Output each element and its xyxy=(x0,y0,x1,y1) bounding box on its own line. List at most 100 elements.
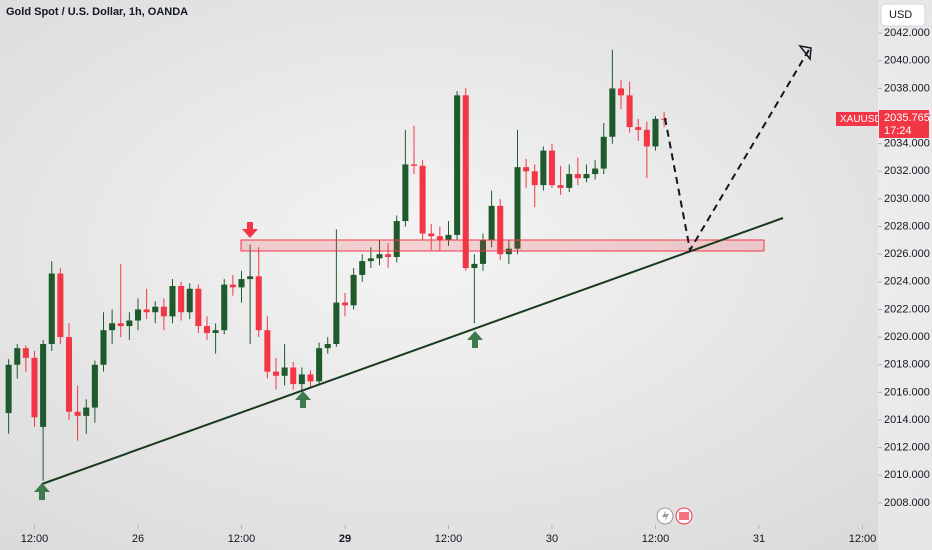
candle-body xyxy=(600,136,607,169)
y-tick-label: 2026.000 xyxy=(884,248,930,260)
candle-body xyxy=(428,233,435,237)
candle-body xyxy=(117,323,124,327)
candle-body xyxy=(100,330,107,365)
candle-body xyxy=(557,185,564,188)
resistance-zone xyxy=(240,239,765,252)
candle-body xyxy=(134,309,142,321)
candle-body xyxy=(609,88,616,137)
candle-body xyxy=(178,285,185,313)
candle-body xyxy=(367,258,374,262)
candle-body xyxy=(281,367,288,376)
candle-body xyxy=(548,150,556,186)
y-tick-label: 2016.000 xyxy=(884,386,930,398)
candle-body xyxy=(436,236,443,241)
candle-body xyxy=(316,348,323,382)
symbol-tag xyxy=(836,112,878,126)
up-arrow xyxy=(295,391,311,408)
candle-body xyxy=(229,284,236,288)
projection-arrow-head xyxy=(798,44,812,61)
candle-body xyxy=(195,288,202,327)
candle-body xyxy=(419,165,426,234)
candle-body xyxy=(290,367,297,385)
x-tick-label: 29 xyxy=(339,533,351,545)
last-price-marker: XAUUSD 2035.765 17:24 xyxy=(836,110,930,138)
candle-body xyxy=(74,411,81,416)
symbol-label: XAUUSD xyxy=(840,114,882,125)
y-tick-label: 2038.000 xyxy=(884,82,930,94)
up-arrow xyxy=(34,483,50,500)
flag-icon-fill xyxy=(679,512,689,520)
candle-body xyxy=(14,348,21,365)
candle-body xyxy=(255,276,262,331)
candle-body xyxy=(143,309,150,313)
candle-body xyxy=(359,261,366,275)
trend-line xyxy=(41,217,784,485)
currency-button[interactable] xyxy=(880,3,926,27)
candle-body xyxy=(5,364,12,414)
candle-body xyxy=(272,371,280,376)
candle-body xyxy=(617,88,625,96)
chart-title: Gold Spot / U.S. Dollar, 1h, OANDA xyxy=(6,6,188,18)
candle-body xyxy=(454,95,461,235)
candle-body xyxy=(402,164,409,222)
candle-body xyxy=(574,174,581,179)
candle-body xyxy=(264,330,271,372)
y-tick-label: 2042.000 xyxy=(884,27,930,39)
candle-body xyxy=(212,330,219,333)
candle-body xyxy=(652,118,659,147)
y-tick-label: 2032.000 xyxy=(884,165,930,177)
candle-body xyxy=(635,127,642,130)
candle-body xyxy=(91,364,98,408)
candle-body xyxy=(333,302,340,345)
candle-body xyxy=(203,326,211,333)
x-tick-label: 12:00 xyxy=(228,533,256,545)
x-tick-label: 30 xyxy=(546,533,558,545)
lightning-icon xyxy=(662,510,669,522)
candle-body xyxy=(169,285,176,317)
candle-body xyxy=(592,168,599,175)
candle-body xyxy=(65,337,73,412)
candle-body xyxy=(350,274,357,306)
drawings xyxy=(34,44,812,500)
candle-body xyxy=(643,129,650,147)
candle-body xyxy=(462,95,469,269)
candle-body xyxy=(160,306,167,317)
down-arrow xyxy=(242,222,258,238)
y-tick-label: 2024.000 xyxy=(884,276,930,288)
candle-body xyxy=(238,279,245,288)
candle-body xyxy=(152,306,159,313)
candle-body xyxy=(471,263,478,269)
price-tag xyxy=(879,110,929,138)
candle-body xyxy=(31,357,38,418)
candle-body xyxy=(523,167,530,172)
x-tick-label: 12:00 xyxy=(642,533,670,545)
candle-body xyxy=(186,288,193,313)
candle-body xyxy=(497,205,504,255)
candle-body xyxy=(221,284,228,331)
time-axis: 12:00 26 12:00 29 12:00 30 12:00 31 12:00 xyxy=(21,525,877,545)
x-tick-label: 12:00 xyxy=(21,533,49,545)
last-price-label: 2035.765 xyxy=(884,112,930,124)
y-tick-label: 2030.000 xyxy=(884,193,930,205)
candle-body xyxy=(488,205,495,241)
candle-body xyxy=(626,95,633,128)
x-tick-label: 31 xyxy=(753,533,765,545)
candle-body xyxy=(531,171,538,186)
candle-body xyxy=(57,273,64,338)
candle-body xyxy=(583,174,590,179)
up-arrow xyxy=(467,331,483,348)
y-tick-label: 2020.000 xyxy=(884,331,930,343)
y-tick-label: 2022.000 xyxy=(884,303,930,315)
candle-body xyxy=(22,348,29,358)
candle-body xyxy=(393,221,400,257)
currency-label[interactable]: USD xyxy=(889,9,912,21)
x-tick-label: 12:00 xyxy=(849,533,877,545)
candle-body xyxy=(661,118,668,120)
candle-body xyxy=(410,164,418,166)
y-tick-label: 2010.000 xyxy=(884,469,930,481)
candle-body xyxy=(247,276,254,280)
candle-body xyxy=(40,344,47,427)
